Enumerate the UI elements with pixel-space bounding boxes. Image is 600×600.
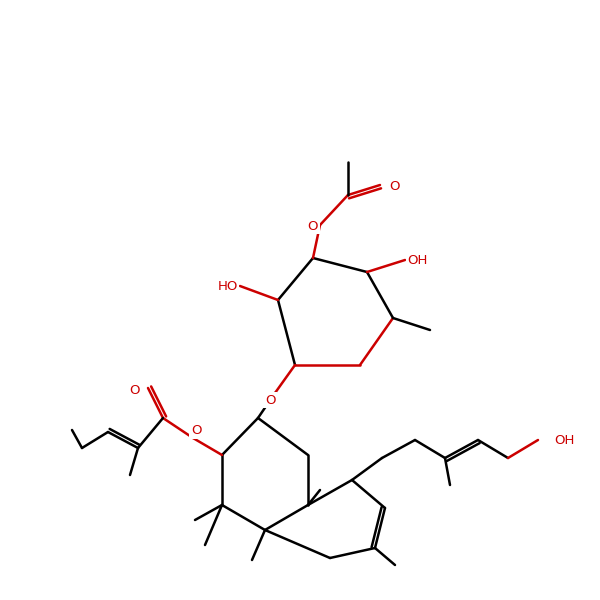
Text: OH: OH (554, 433, 574, 446)
Text: O: O (308, 220, 318, 232)
Text: O: O (191, 425, 201, 437)
Text: HO: HO (218, 280, 238, 292)
Text: OH: OH (407, 253, 427, 266)
Text: O: O (129, 383, 139, 397)
Text: O: O (389, 179, 399, 193)
Text: O: O (265, 394, 275, 407)
